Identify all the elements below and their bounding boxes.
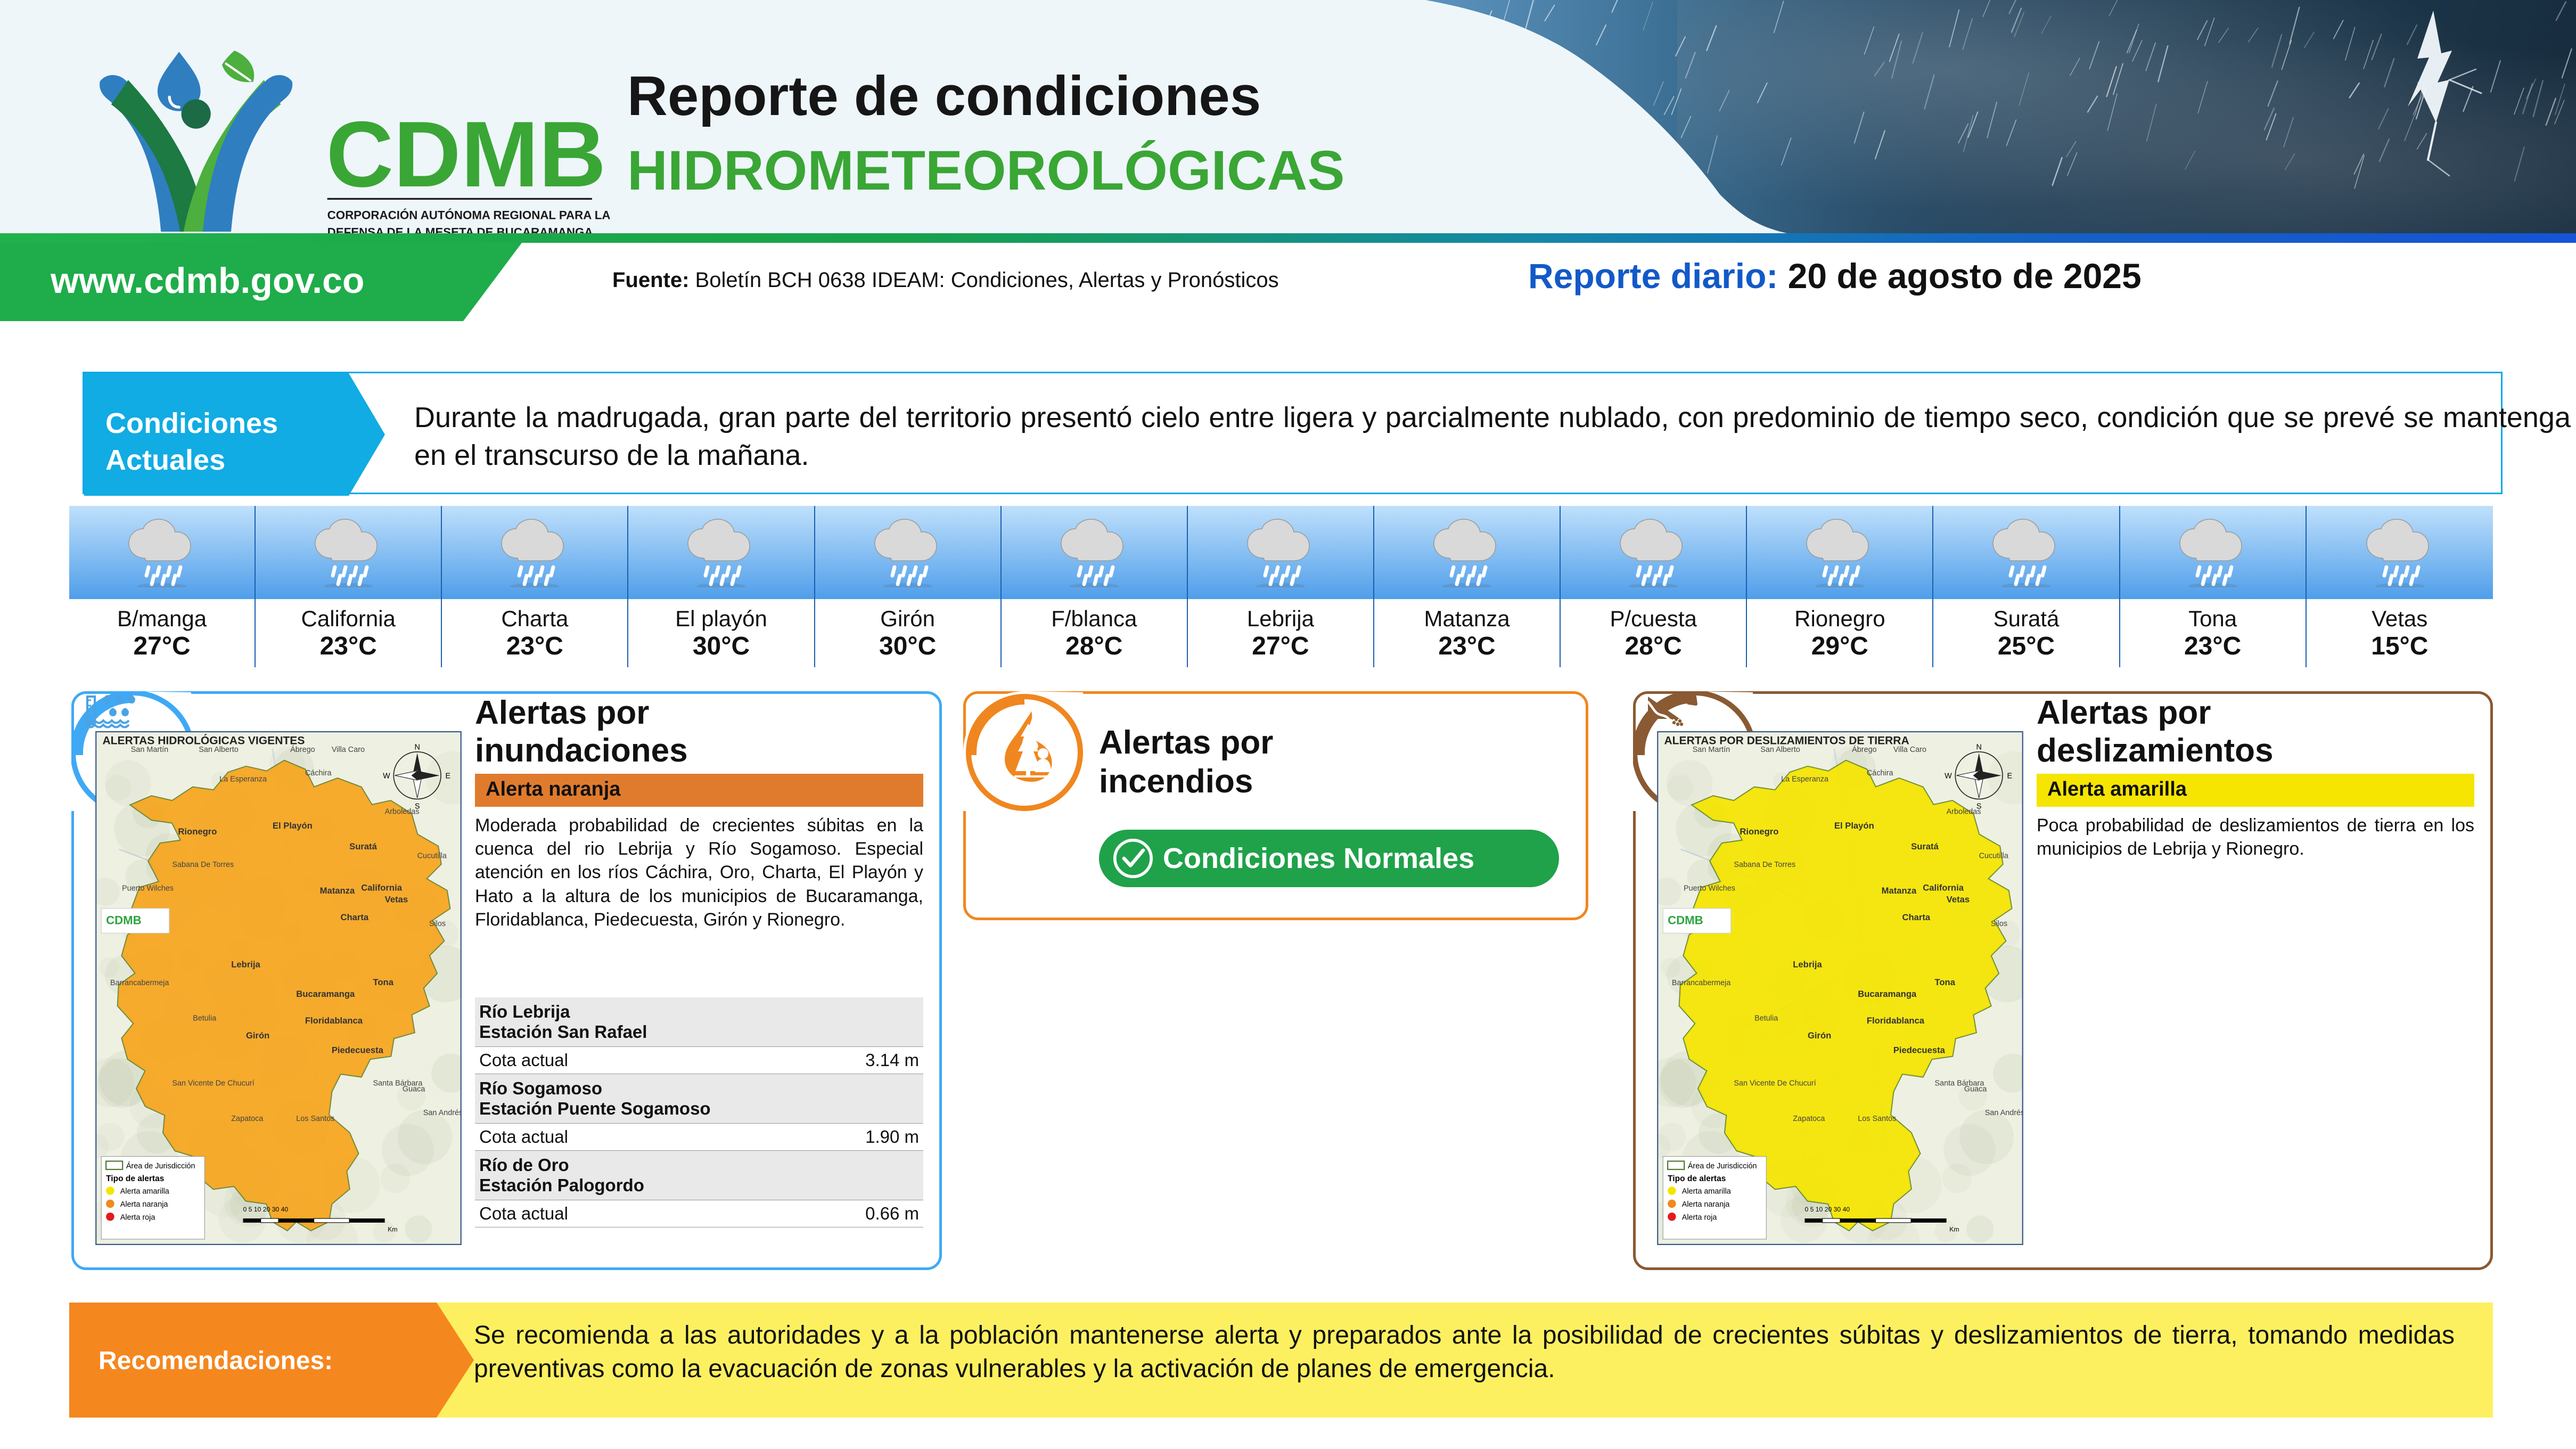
svg-text:Rionegro: Rionegro: [1740, 826, 1778, 837]
svg-text:Zapatoca: Zapatoca: [1793, 1115, 1825, 1123]
svg-text:San Vicente De Chucurí: San Vicente De Chucurí: [172, 1079, 254, 1088]
svg-text:N: N: [1976, 743, 1981, 751]
svg-text:California: California: [1923, 882, 1964, 893]
svg-text:Arboledas: Arboledas: [1947, 807, 1981, 816]
svg-text:W: W: [1945, 772, 1952, 781]
svg-text:San Vicente De Chucurí: San Vicente De Chucurí: [1734, 1079, 1816, 1088]
svg-text:CDMB: CDMB: [326, 102, 606, 207]
svg-text:El Playón: El Playón: [1834, 821, 1874, 831]
svg-text:CDMB: CDMB: [106, 914, 142, 927]
svg-text:S: S: [415, 802, 420, 811]
svg-text:CDMB: CDMB: [1668, 914, 1703, 927]
svg-text:Puerto Wilches: Puerto Wilches: [122, 884, 174, 893]
svg-text:Alerta amarilla: Alerta amarilla: [1682, 1188, 1732, 1196]
svg-text:Área de Jurisdicción: Área de Jurisdicción: [126, 1161, 195, 1170]
svg-text:Alerta naranja: Alerta naranja: [1682, 1200, 1730, 1209]
svg-text:Silos: Silos: [429, 920, 446, 928]
svg-text:San Andrés: San Andrés: [423, 1109, 462, 1117]
svg-text:El Playón: El Playón: [273, 821, 313, 831]
svg-text:Los Santos: Los Santos: [296, 1115, 334, 1123]
svg-text:Tona: Tona: [1934, 977, 1955, 987]
svg-text:Suratá: Suratá: [349, 841, 377, 852]
svg-text:Matanza: Matanza: [320, 886, 355, 896]
svg-text:Puerto Wilches: Puerto Wilches: [1684, 884, 1735, 893]
svg-text:Zapatoca: Zapatoca: [231, 1115, 264, 1123]
svg-text:Sabana De Torres: Sabana De Torres: [172, 861, 234, 869]
svg-text:Tona: Tona: [373, 977, 393, 987]
svg-text:Piedecuesta: Piedecuesta: [332, 1045, 384, 1055]
svg-text:Sabana De Torres: Sabana De Torres: [1734, 861, 1795, 869]
svg-text:California: California: [361, 882, 402, 893]
svg-text:Área de Jurisdicción: Área de Jurisdicción: [1688, 1161, 1757, 1170]
svg-text:Km: Km: [1949, 1225, 1959, 1233]
svg-text:Betulia: Betulia: [1754, 1014, 1778, 1023]
svg-text:Villa Caro: Villa Caro: [332, 746, 365, 754]
svg-text:Alerta roja: Alerta roja: [1682, 1213, 1718, 1222]
svg-text:0 5 10 20 30: 0 5 10 20 30 40: [1804, 1206, 1850, 1213]
svg-text:Alerta naranja: Alerta naranja: [120, 1200, 169, 1209]
svg-text:Km: Km: [388, 1225, 397, 1233]
svg-text:E: E: [2007, 772, 2013, 781]
svg-text:Alerta amarilla: Alerta amarilla: [120, 1188, 170, 1196]
svg-text:DEFENSA DE LA MESETA DE BUCARA: DEFENSA DE LA MESETA DE BUCARAMANGA: [327, 226, 593, 234]
svg-text:W: W: [383, 772, 390, 781]
svg-text:Tipo de alertas: Tipo de alertas: [106, 1174, 164, 1183]
svg-text:Piedecuesta: Piedecuesta: [1893, 1045, 1946, 1055]
svg-text:Cucutilla: Cucutilla: [417, 852, 447, 860]
svg-text:Floridablanca: Floridablanca: [1867, 1016, 1925, 1026]
svg-text:CORPORACIÓN AUTÓNOMA REGIONAL: CORPORACIÓN AUTÓNOMA REGIONAL PARA LA: [327, 209, 611, 222]
svg-text:Rionegro: Rionegro: [178, 826, 217, 837]
svg-text:Vetas: Vetas: [1947, 895, 1970, 905]
svg-text:Cáchira: Cáchira: [1867, 769, 1894, 777]
svg-text:Cucutilla: Cucutilla: [1979, 852, 2009, 860]
svg-text:Guaca: Guaca: [403, 1085, 425, 1094]
svg-text:Alerta roja: Alerta roja: [120, 1213, 156, 1222]
svg-text:N: N: [414, 743, 420, 751]
svg-text:Cáchira: Cáchira: [305, 769, 332, 777]
svg-text:ALERTAS HIDROLÓGICAS VIGENTES: ALERTAS HIDROLÓGICAS VIGENTES: [102, 734, 305, 747]
svg-text:Tipo de alertas: Tipo de alertas: [1668, 1174, 1726, 1183]
svg-text:Floridablanca: Floridablanca: [305, 1016, 363, 1026]
svg-text:Bucaramanga: Bucaramanga: [296, 989, 355, 999]
svg-text:La Esperanza: La Esperanza: [1781, 775, 1829, 783]
svg-text:ALERTAS POR DESLIZAMIENTOS DE: ALERTAS POR DESLIZAMIENTOS DE TIERRA: [1664, 734, 1909, 747]
svg-text:Arboledas: Arboledas: [385, 807, 420, 816]
svg-text:Betulia: Betulia: [193, 1014, 217, 1023]
svg-text:Barrancabermeja: Barrancabermeja: [1672, 979, 1731, 987]
svg-text:Girón: Girón: [1808, 1030, 1831, 1041]
svg-text:Charta: Charta: [1902, 912, 1930, 922]
svg-text:Silos: Silos: [1991, 920, 2007, 928]
svg-text:Matanza: Matanza: [1882, 886, 1917, 896]
svg-text:San Andrés: San Andrés: [1985, 1109, 2023, 1117]
svg-text:La Esperanza: La Esperanza: [219, 775, 267, 783]
svg-text:E: E: [446, 772, 451, 781]
svg-text:Vetas: Vetas: [385, 895, 408, 905]
svg-text:Bucaramanga: Bucaramanga: [1858, 989, 1917, 999]
svg-text:Los Santos: Los Santos: [1858, 1115, 1896, 1123]
svg-text:S: S: [1976, 802, 1982, 811]
svg-text:Lebrija: Lebrija: [231, 960, 260, 970]
svg-text:Barrancabermeja: Barrancabermeja: [110, 979, 169, 987]
svg-text:Charta: Charta: [340, 912, 368, 922]
svg-text:Girón: Girón: [246, 1030, 269, 1041]
svg-text:0 5 10 20 30: 0 5 10 20 30 40: [243, 1206, 288, 1213]
svg-text:Lebrija: Lebrija: [1793, 960, 1822, 970]
svg-text:Guaca: Guaca: [1964, 1085, 1987, 1094]
svg-text:Suratá: Suratá: [1911, 841, 1939, 852]
